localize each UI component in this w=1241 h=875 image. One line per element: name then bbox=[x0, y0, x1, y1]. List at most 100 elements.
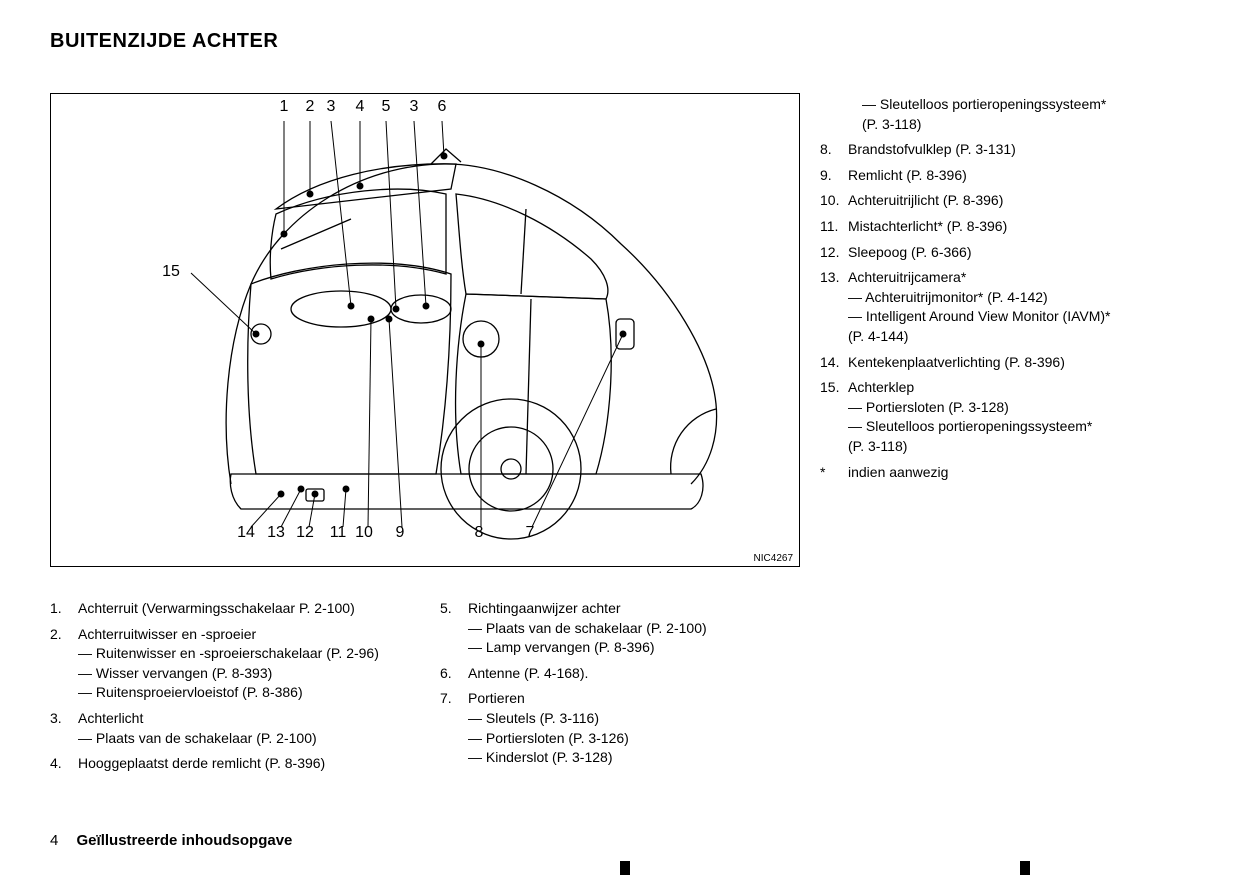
item-line: — Ruitenwisser en -sproeierschakelaar (P… bbox=[78, 644, 410, 664]
list-item: 2.Achterruitwisser en -sproeier— Ruitenw… bbox=[50, 625, 410, 703]
list-item: 8.Brandstofvulklep (P. 3-131) bbox=[820, 140, 1200, 160]
item-number: 9. bbox=[820, 166, 848, 186]
item-line: — Ruitensproeiervloeistof (P. 8-386) bbox=[78, 683, 410, 703]
callout-number: 12 bbox=[296, 524, 314, 541]
item-line: — Achteruitrijmonitor* (P. 4-142) bbox=[848, 288, 1200, 308]
list-item: 3.Achterlicht— Plaats van de schakelaar … bbox=[50, 709, 410, 748]
callout-number: 9 bbox=[396, 524, 405, 541]
item-line: (P. 3-118) bbox=[848, 437, 1200, 457]
item-number: 10. bbox=[820, 191, 848, 211]
item-line: — Portiersloten (P. 3-128) bbox=[848, 398, 1200, 418]
lower-columns: 1.Achterruit (Verwarmingsschakelaar P. 2… bbox=[50, 599, 800, 780]
item-line: Sleepoog (P. 6-366) bbox=[848, 243, 1200, 263]
item-line: Kentekenplaatverlichting (P. 8-396) bbox=[848, 353, 1200, 373]
item-text: Hooggeplaatst derde remlicht (P. 8-396) bbox=[78, 754, 410, 774]
item-line: — Plaats van de schakelaar (P. 2-100) bbox=[78, 729, 410, 749]
list-item: 9.Remlicht (P. 8-396) bbox=[820, 166, 1200, 186]
item-text: Achteruitrijlicht (P. 8-396) bbox=[848, 191, 1200, 211]
item-number: 13. bbox=[820, 268, 848, 346]
item-text: Kentekenplaatverlichting (P. 8-396) bbox=[848, 353, 1200, 373]
item-line: — Wisser vervangen (P. 8-393) bbox=[78, 664, 410, 684]
list-item: 5.Richtingaanwijzer achter— Plaats van d… bbox=[440, 599, 800, 658]
list-item: 12.Sleepoog (P. 6-366) bbox=[820, 243, 1200, 263]
list-item: 15.Achterklep— Portiersloten (P. 3-128)—… bbox=[820, 378, 1200, 456]
item-number: 7. bbox=[440, 689, 468, 767]
diagram-code: NIC4267 bbox=[754, 553, 793, 564]
list-item: 6.Antenne (P. 4-168). bbox=[440, 664, 800, 684]
item-number: 15. bbox=[820, 378, 848, 456]
item-number: 1. bbox=[50, 599, 78, 619]
item-line: (P. 3-118) bbox=[862, 115, 1200, 135]
page-footer: 4 Geïllustreerde inhoudsopgave bbox=[50, 832, 292, 849]
item-number: 12. bbox=[820, 243, 848, 263]
item-line: — Sleutelloos portieropeningssysteem* bbox=[848, 417, 1200, 437]
callout-number: 8 bbox=[475, 524, 484, 541]
item-line: Hooggeplaatst derde remlicht (P. 8-396) bbox=[78, 754, 410, 774]
item-line: Remlicht (P. 8-396) bbox=[848, 166, 1200, 186]
item-text: Brandstofvulklep (P. 3-131) bbox=[848, 140, 1200, 160]
item-line: Brandstofvulklep (P. 3-131) bbox=[848, 140, 1200, 160]
callout-number: 14 bbox=[237, 524, 255, 541]
diagram-svg: 1234536141312111098715 bbox=[51, 94, 801, 568]
crop-mark bbox=[620, 861, 630, 875]
item-line: — Portiersloten (P. 3-126) bbox=[468, 729, 800, 749]
callout-number: 2 bbox=[306, 98, 315, 115]
list-item: 14.Kentekenplaatverlichting (P. 8-396) bbox=[820, 353, 1200, 373]
item-number: 3. bbox=[50, 709, 78, 748]
list-item: 10.Achteruitrijlicht (P. 8-396) bbox=[820, 191, 1200, 211]
item-text: Achterruit (Verwarmingsschakelaar P. 2-1… bbox=[78, 599, 410, 619]
item-number: 4. bbox=[50, 754, 78, 774]
column-1: 1.Achterruit (Verwarmingsschakelaar P. 2… bbox=[50, 599, 410, 780]
content-row: 1234536141312111098715 NIC4267 1.Achterr… bbox=[50, 93, 1191, 780]
item-number: 14. bbox=[820, 353, 848, 373]
page: BUITENZIJDE ACHTER bbox=[0, 0, 1241, 780]
item-line: Achterruit (Verwarmingsschakelaar P. 2-1… bbox=[78, 599, 410, 619]
list-item: 7.Portieren— Sleutels (P. 3-116)— Portie… bbox=[440, 689, 800, 767]
callout-number: 3 bbox=[327, 98, 336, 115]
footer-title: Geïllustreerde inhoudsopgave bbox=[77, 832, 293, 849]
item-text: Portieren— Sleutels (P. 3-116)— Portiers… bbox=[468, 689, 800, 767]
callout-number: 6 bbox=[438, 98, 447, 115]
item-line: — Plaats van de schakelaar (P. 2-100) bbox=[468, 619, 800, 639]
item-line: — Kinderslot (P. 3-128) bbox=[468, 748, 800, 768]
item-text: Achterruitwisser en -sproeier— Ruitenwis… bbox=[78, 625, 410, 703]
callout-number: 7 bbox=[526, 524, 535, 541]
item-text: Achteruitrijcamera*— Achteruitrijmonitor… bbox=[848, 268, 1200, 346]
callout-number: 15 bbox=[162, 263, 180, 280]
item-text: Richtingaanwijzer achter— Plaats van de … bbox=[468, 599, 800, 658]
item-number: 6. bbox=[440, 664, 468, 684]
list-item: 11.Mistachterlicht* (P. 8-396) bbox=[820, 217, 1200, 237]
item-text: Sleepoog (P. 6-366) bbox=[848, 243, 1200, 263]
callout-number: 5 bbox=[382, 98, 391, 115]
item-line: Mistachterlicht* (P. 8-396) bbox=[848, 217, 1200, 237]
callout-number: 10 bbox=[355, 524, 373, 541]
item-line: Richtingaanwijzer achter bbox=[468, 599, 800, 619]
item-line: — Sleutelloos portieropeningssysteem* bbox=[862, 95, 1200, 115]
crop-mark bbox=[1020, 861, 1030, 875]
item-line: (P. 4-144) bbox=[848, 327, 1200, 347]
page-number: 4 bbox=[50, 832, 58, 849]
item-number: 8. bbox=[820, 140, 848, 160]
item-text: Achterlicht— Plaats van de schakelaar (P… bbox=[78, 709, 410, 748]
page-title: BUITENZIJDE ACHTER bbox=[50, 30, 1191, 53]
item-line: — Intelligent Around View Monitor (IAVM)… bbox=[848, 307, 1200, 327]
item-line: Antenne (P. 4-168). bbox=[468, 664, 800, 684]
item-number: 5. bbox=[440, 599, 468, 658]
list-item: 13.Achteruitrijcamera*— Achteruitrijmoni… bbox=[820, 268, 1200, 346]
left-block: 1234536141312111098715 NIC4267 1.Achterr… bbox=[50, 93, 800, 780]
item-line: Achterruitwisser en -sproeier bbox=[78, 625, 410, 645]
item-line: Portieren bbox=[468, 689, 800, 709]
callout-number: 3 bbox=[410, 98, 419, 115]
footnote-text: indien aanwezig bbox=[848, 463, 948, 483]
item-text: Mistachterlicht* (P. 8-396) bbox=[848, 217, 1200, 237]
callout-number: 11 bbox=[330, 524, 347, 541]
column-2: 5.Richtingaanwijzer achter— Plaats van d… bbox=[440, 599, 800, 780]
item-line: Achterlicht bbox=[78, 709, 410, 729]
footnote: * indien aanwezig bbox=[820, 463, 1200, 483]
item-number: 2. bbox=[50, 625, 78, 703]
item-line: — Sleutels (P. 3-116) bbox=[468, 709, 800, 729]
footnote-mark: * bbox=[820, 463, 848, 483]
item-text: Achterklep— Portiersloten (P. 3-128)— Sl… bbox=[848, 378, 1200, 456]
item-line: — Lamp vervangen (P. 8-396) bbox=[468, 638, 800, 658]
callout-number: 4 bbox=[356, 98, 365, 115]
